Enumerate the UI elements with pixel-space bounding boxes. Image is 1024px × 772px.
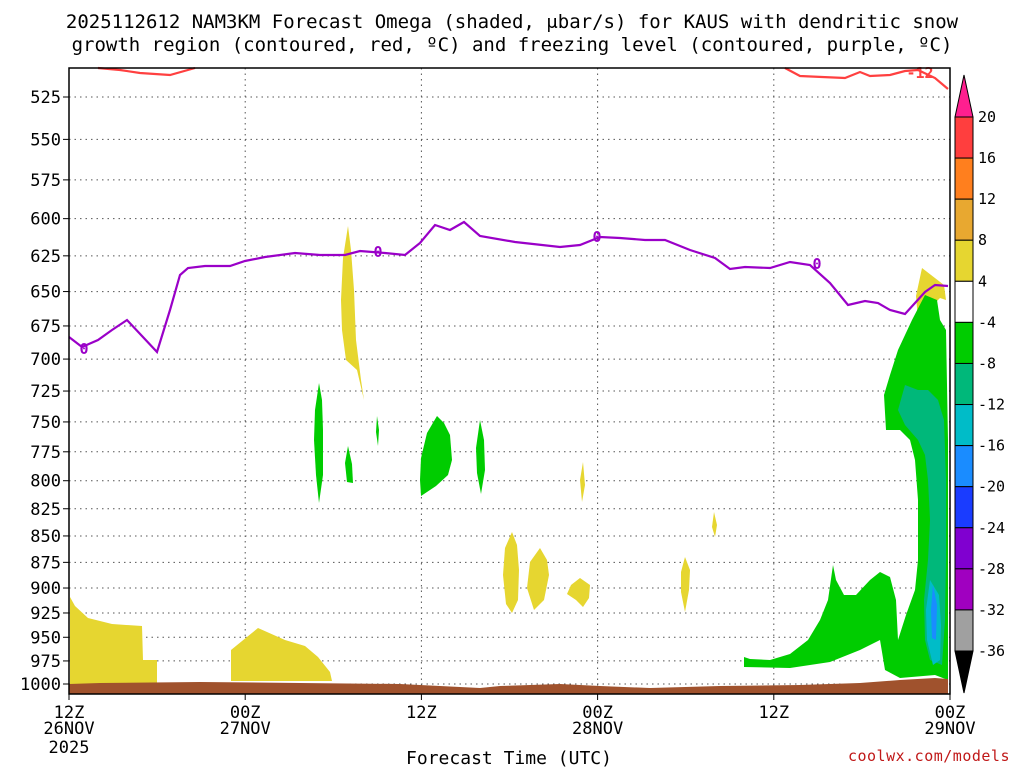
chart-title-line1: 2025112612 NAM3KM Forecast Omega (shaded… <box>66 11 959 33</box>
x-tick-label: 12Z <box>758 703 789 723</box>
colorbar-label: 12 <box>978 190 996 208</box>
omega-region-yellow-7 <box>681 557 690 612</box>
dgz-contour-right <box>784 67 949 90</box>
y-tick-label: 575 <box>30 171 61 191</box>
y-tick-label: 675 <box>30 317 61 337</box>
x-tick-label: 12Z <box>406 703 437 723</box>
omega-region-yellow-5 <box>527 548 549 610</box>
y-tick-label: 750 <box>30 413 61 433</box>
omega-region-green-2 <box>345 446 353 483</box>
y-tick-label: 925 <box>30 604 61 624</box>
colorbar-label: 20 <box>978 108 996 126</box>
y-tick-label: 650 <box>30 283 61 303</box>
x-tick-label: 27NOV <box>220 719 271 739</box>
colorbar-segment <box>954 116 974 159</box>
y-tick-label: 550 <box>30 130 61 150</box>
x-tick-label: 00Z <box>582 703 613 723</box>
omega-region-yellow-3 <box>341 226 364 400</box>
x-tick-label: 26NOV <box>43 719 94 739</box>
omega-region-green-4 <box>420 416 452 496</box>
colorbar-segment <box>954 321 974 364</box>
colorbar-bottom-triangle <box>954 650 974 694</box>
colorbar-segment <box>954 157 974 200</box>
y-tick-label: 700 <box>30 350 61 370</box>
credit-text: coolwx.com/models <box>848 747 1010 765</box>
colorbar-segment <box>954 527 974 570</box>
x-tick-label: 2025 <box>49 738 90 758</box>
colorbar-label: -36 <box>978 642 1005 660</box>
y-tick-label: 775 <box>30 443 61 463</box>
omega-shading-negative-strongest <box>931 585 937 640</box>
y-tick-label: 1000 <box>20 675 61 695</box>
colorbar-label: -20 <box>978 478 1005 496</box>
terrain-fill <box>69 678 948 694</box>
colorbar-top-triangle <box>954 74 974 118</box>
omega-region-yellow-8 <box>712 512 717 537</box>
omega-region-green-3 <box>376 416 379 446</box>
gridlines <box>69 68 950 694</box>
omega-shading-negative <box>314 295 948 680</box>
omega-region-blue-1 <box>931 585 937 640</box>
omega-region-green-5 <box>476 420 485 494</box>
colorbar: 20 16 12 8 4 -4 -8 -12 -16 -20 -24 -28 -32 -36 <box>954 74 1005 694</box>
omega-shading-positive <box>70 226 946 686</box>
colorbar-segment <box>954 404 974 447</box>
colorbar-label: 16 <box>978 149 996 167</box>
omega-region-yellow-4 <box>503 532 519 613</box>
colorbar-label: 8 <box>978 231 987 249</box>
omega-region-green-6 <box>744 295 948 680</box>
y-tick-label: 625 <box>30 247 61 267</box>
dgz-contour-left <box>97 66 196 77</box>
colorbar-label: -8 <box>978 354 996 372</box>
x-tick-label: 28NOV <box>572 719 623 739</box>
y-tick-label: 850 <box>30 527 61 547</box>
colorbar-label: -4 <box>978 313 996 331</box>
chart-title-line2: growth region (contoured, red, ºC) and f… <box>72 34 953 56</box>
colorbar-label: -12 <box>978 396 1005 414</box>
y-tick-label: 900 <box>30 579 61 599</box>
y-tick-label: 725 <box>30 382 61 402</box>
y-tick-label: 525 <box>30 88 61 108</box>
omega-region-yellow-1 <box>70 597 157 686</box>
x-tick-label: 00Z <box>230 703 261 723</box>
x-tick-label: 12Z <box>54 703 85 723</box>
y-tick-label: 825 <box>30 500 61 520</box>
omega-region-green-1 <box>314 383 323 503</box>
omega-region-yellow-2 <box>231 628 332 681</box>
x-axis-label: Forecast Time (UTC) <box>406 748 612 768</box>
y-tick-label: 800 <box>30 472 61 492</box>
colorbar-label: -28 <box>978 560 1005 578</box>
x-tick-label: 29NOV <box>924 719 975 739</box>
y-tick-label: 875 <box>30 553 61 573</box>
y-axis: 525 550 575 600 625 650 675 700 725 750 775 800 825 8… <box>20 88 69 695</box>
colorbar-segment <box>954 568 974 611</box>
freezing-label-3: 0 <box>592 228 601 246</box>
plot-frame <box>68 67 951 695</box>
colorbar-label: -16 <box>978 437 1005 455</box>
colorbar-segment <box>954 445 974 488</box>
colorbar-segment <box>954 198 974 241</box>
colorbar-segment <box>954 609 974 652</box>
freezing-label-1: 0 <box>79 340 88 358</box>
freezing-label-4: 0 <box>812 255 821 273</box>
colorbar-segment <box>954 239 974 282</box>
colorbar-segment <box>954 486 974 529</box>
y-tick-label: 975 <box>30 652 61 672</box>
colorbar-label: 4 <box>978 272 987 290</box>
dgz-label: -12 <box>906 64 933 82</box>
colorbar-label: -32 <box>978 601 1005 619</box>
y-tick-label: 600 <box>30 210 61 230</box>
colorbar-segment <box>954 362 974 406</box>
freezing-level-contour <box>68 220 949 355</box>
omega-region-yellow-9 <box>580 462 585 502</box>
colorbar-segment <box>954 280 974 323</box>
plot-area: 0 0 0 0 -12 <box>68 64 951 695</box>
omega-region-yellow-6 <box>567 578 590 607</box>
x-tick-label: 00Z <box>935 703 966 723</box>
colorbar-label: -24 <box>978 519 1005 537</box>
y-tick-label: 950 <box>30 628 61 648</box>
freezing-label-2: 0 <box>373 243 382 261</box>
